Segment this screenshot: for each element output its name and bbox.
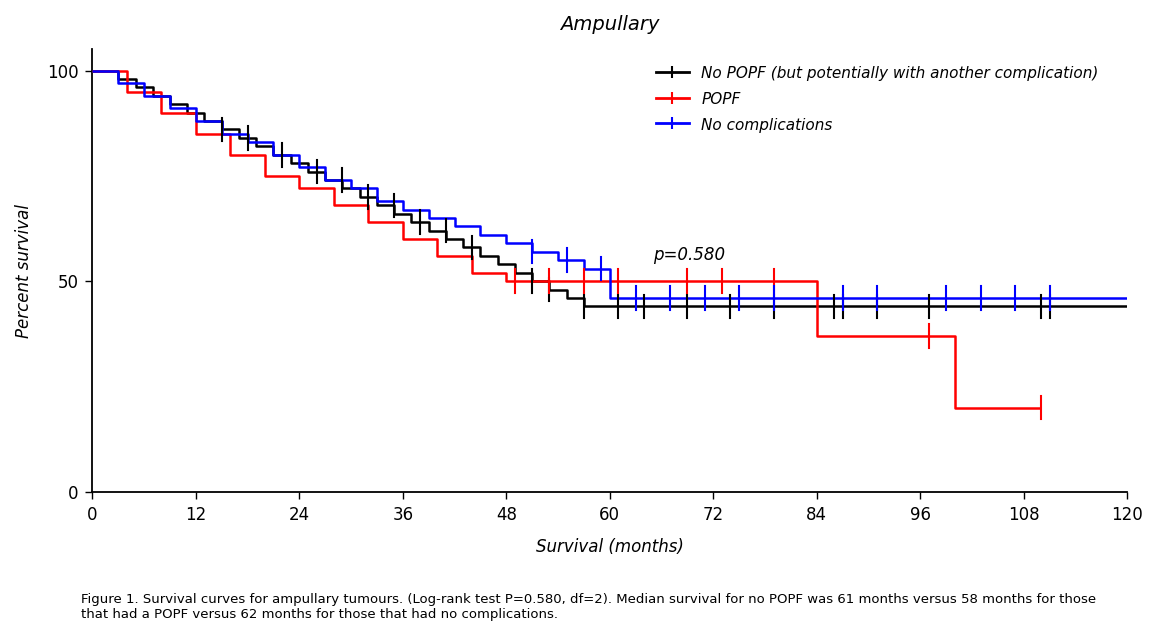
Y-axis label: Percent survival: Percent survival — [15, 204, 32, 337]
Title: Ampullary: Ampullary — [560, 15, 659, 34]
Legend: No POPF (but potentially with another complication), POPF, No complications: No POPF (but potentially with another co… — [655, 66, 1099, 132]
Text: Figure 1. Survival curves for ampullary tumours. (Log-rank test P=0.580, df=2). : Figure 1. Survival curves for ampullary … — [81, 593, 1097, 621]
X-axis label: Survival (months): Survival (months) — [536, 537, 683, 556]
Text: p=0.580: p=0.580 — [653, 246, 725, 265]
